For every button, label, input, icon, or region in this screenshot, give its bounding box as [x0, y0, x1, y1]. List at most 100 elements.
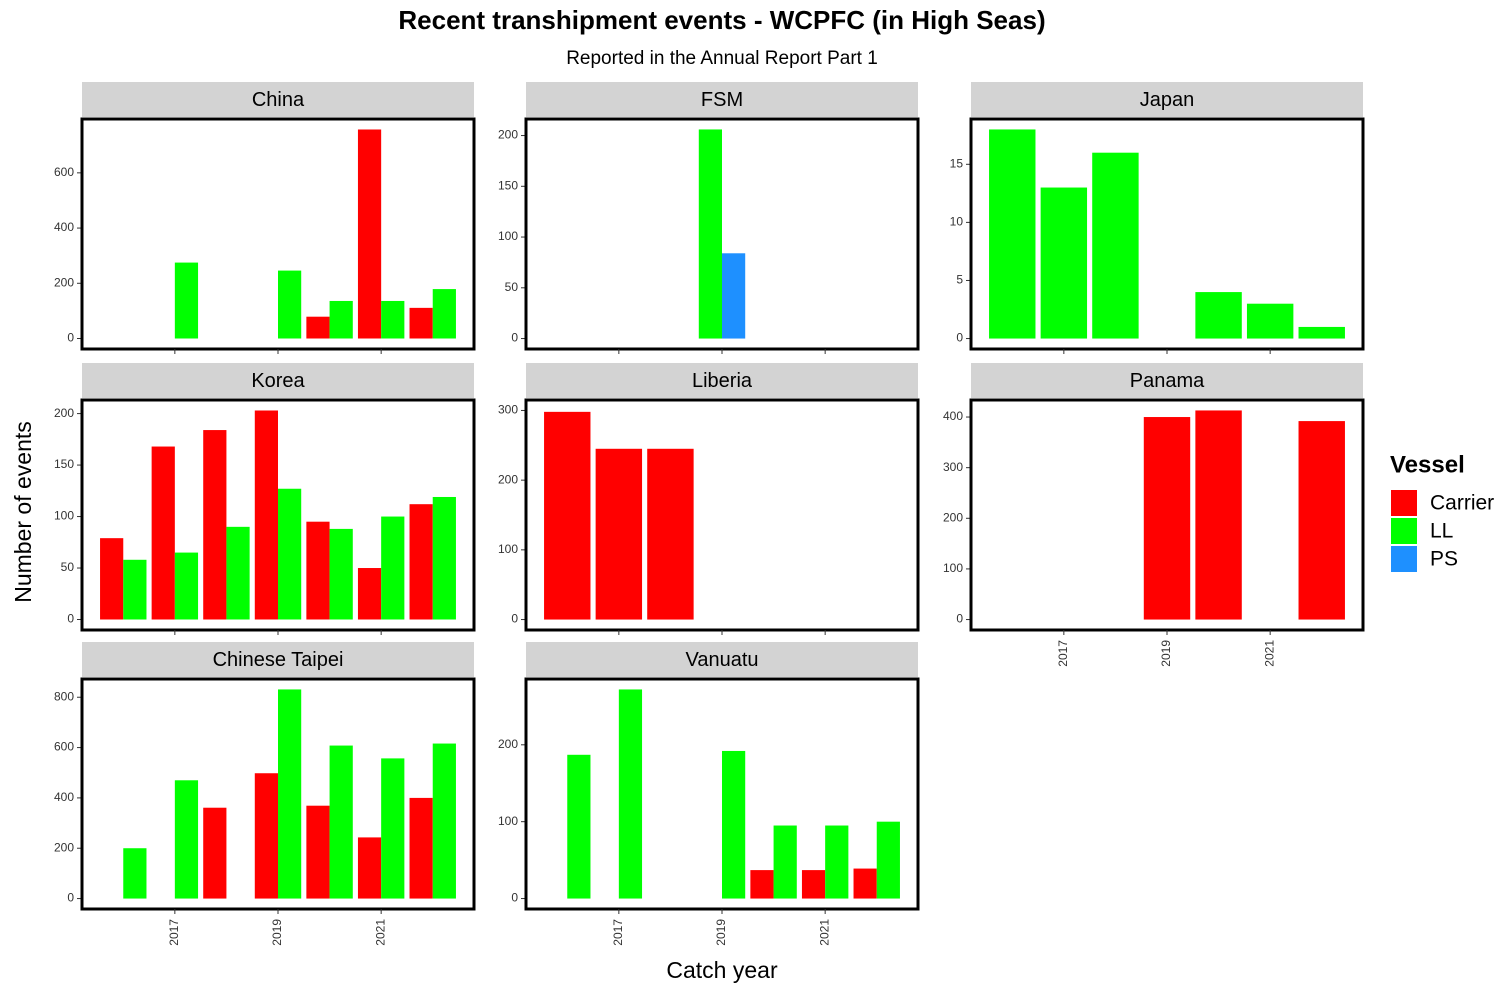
x-tick-label: 2021: [1262, 640, 1276, 667]
legend-key: [1391, 518, 1417, 544]
bar: [1298, 421, 1345, 620]
x-tick-label: 2019: [1159, 640, 1173, 667]
facet-strip: [82, 82, 474, 117]
bar: [278, 270, 302, 339]
x-tick-label: 2021: [373, 919, 387, 946]
y-tick-label: 400: [54, 220, 74, 234]
bar: [409, 504, 433, 620]
bar: [1092, 152, 1139, 339]
bar: [381, 758, 405, 899]
facet-title: Vanuatu: [685, 649, 758, 671]
x-tick-label: 2021: [817, 919, 831, 946]
facet-title: China: [252, 89, 305, 111]
y-tick-label: 0: [511, 891, 518, 905]
y-tick-label: 200: [498, 472, 518, 486]
bar: [432, 289, 456, 339]
y-tick-label: 100: [498, 814, 518, 828]
facet-strip: [82, 363, 474, 398]
y-tick-label: 200: [498, 128, 518, 142]
bar: [329, 300, 353, 339]
bar: [123, 559, 147, 620]
x-tick-label: 2017: [1056, 640, 1070, 667]
y-tick-label: 150: [54, 457, 74, 471]
facet-strip: [526, 82, 918, 117]
bar: [647, 448, 694, 620]
y-tick-label: 800: [54, 689, 74, 703]
y-tick-label: 300: [498, 403, 518, 417]
y-tick-label: 15: [950, 156, 964, 170]
bar: [1195, 410, 1242, 620]
facet-title: Japan: [1140, 89, 1195, 111]
bar: [989, 129, 1036, 339]
y-tick-label: 150: [498, 178, 518, 192]
x-tick-label: 2017: [611, 919, 625, 946]
y-tick-label: 200: [943, 510, 963, 524]
bar: [853, 868, 877, 899]
y-tick-label: 200: [54, 406, 74, 420]
x-tick-label: 2019: [714, 919, 728, 946]
bar: [722, 750, 746, 899]
bar: [825, 825, 849, 899]
bar: [226, 526, 250, 620]
bar: [750, 870, 774, 899]
y-tick-label: 100: [498, 542, 518, 556]
bar: [278, 488, 302, 620]
y-tick-label: 50: [505, 280, 519, 294]
bar: [123, 848, 147, 899]
chart-subtitle: Reported in the Annual Report Part 1: [566, 48, 878, 69]
legend-label: LL: [1430, 520, 1453, 543]
bar: [174, 552, 199, 620]
x-tick-label: 2019: [270, 919, 284, 946]
bar: [174, 780, 199, 899]
facet-title: Chinese Taipei: [213, 649, 344, 671]
y-axis-label: Number of events: [10, 421, 36, 603]
y-tick-label: 600: [54, 165, 74, 179]
bar: [254, 410, 278, 620]
bar: [329, 745, 353, 899]
bar: [1040, 187, 1088, 339]
bar: [1195, 292, 1242, 339]
y-tick-label: 200: [54, 275, 74, 289]
y-tick-label: 400: [943, 409, 963, 423]
y-tick-label: 200: [498, 737, 518, 751]
y-tick-label: 0: [956, 331, 963, 345]
legend-label: PS: [1430, 548, 1458, 571]
bar: [306, 521, 330, 620]
bar: [432, 743, 456, 899]
bar: [151, 446, 175, 620]
facet-strip: [971, 363, 1363, 398]
bar: [698, 129, 722, 339]
bar: [100, 538, 124, 620]
bar: [773, 825, 797, 899]
bar: [1298, 326, 1345, 339]
bar: [306, 316, 330, 339]
x-tick-label: 2017: [167, 919, 181, 946]
bar: [722, 253, 746, 339]
facet-title: FSM: [701, 89, 743, 111]
y-tick-label: 0: [511, 612, 518, 626]
y-tick-label: 100: [54, 509, 74, 523]
y-tick-label: 0: [67, 612, 74, 626]
bar: [544, 411, 591, 620]
y-tick-label: 0: [67, 891, 74, 905]
bar: [381, 516, 405, 620]
facet-strip: [82, 642, 474, 677]
legend-title: Vessel: [1390, 451, 1465, 478]
bar: [1143, 417, 1191, 620]
bar: [278, 689, 302, 899]
bar: [618, 689, 643, 899]
bar: [876, 821, 900, 899]
bar: [1246, 303, 1294, 339]
bar: [357, 568, 382, 620]
y-tick-label: 0: [67, 331, 74, 345]
facet-strip: [526, 363, 918, 398]
y-tick-label: 400: [54, 790, 74, 804]
y-tick-label: 5: [956, 273, 963, 287]
bar: [357, 129, 382, 339]
facet-strip: [526, 642, 918, 677]
y-tick-label: 100: [943, 561, 963, 575]
legend-label: Carrier: [1430, 492, 1494, 515]
y-tick-label: 300: [943, 460, 963, 474]
legend-key: [1391, 490, 1417, 516]
